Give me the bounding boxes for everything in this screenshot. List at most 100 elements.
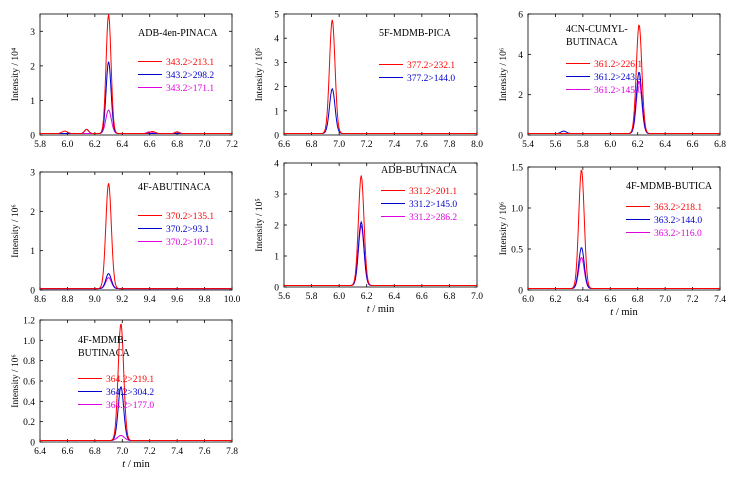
series-trace [40, 273, 232, 290]
x-tick-label: 6.8 [306, 140, 318, 150]
x-tick-label: 7.4 [714, 295, 726, 305]
series-trace [528, 256, 720, 290]
series-trace [284, 220, 477, 287]
x-tick-label: 7.2 [361, 140, 373, 150]
series-trace [40, 183, 232, 290]
x-tick-label: 6.6 [144, 140, 156, 150]
legend-label: 377.2>232.1 [407, 61, 455, 71]
x-tick-label: 6.4 [577, 295, 589, 305]
y-tick-label: 5 [274, 11, 279, 21]
series-trace [528, 24, 720, 135]
series-trace [284, 175, 477, 287]
x-tick-label: 5.6 [549, 140, 561, 150]
x-tick-label: 8.6 [34, 295, 46, 305]
y-tick-label: 0 [30, 132, 35, 142]
compound-title: ADB-4en-PINACA [138, 28, 218, 39]
legend-label: 361.2>226.1 [594, 60, 642, 70]
x-tick-label: 7.2 [687, 295, 699, 305]
y-tick-label: 2 [274, 222, 279, 232]
legend-label: 331.2>201.1 [409, 187, 457, 197]
x-tick-label: 6.0 [604, 140, 616, 150]
x-tick-label: 9.2 [116, 295, 128, 305]
x-tick-label: 6.8 [632, 295, 644, 305]
legend-label: 370.2>93.1 [166, 225, 210, 235]
x-tick-label: 7.8 [226, 447, 238, 457]
plot-frame [283, 13, 478, 136]
plot-frame [527, 13, 721, 136]
y-tick-label: 0 [518, 132, 523, 142]
y-tick-label: 0.6 [23, 378, 35, 388]
y-tick-label: 2 [30, 208, 35, 218]
series-trace [40, 323, 232, 442]
y-axis-label: Intensity / 10⁶ [499, 202, 509, 255]
x-tick-label: 6.8 [171, 140, 183, 150]
plot-frame [39, 171, 233, 291]
compound-title: 4CN-CUMYL- [566, 24, 628, 35]
x-tick-label: 7.4 [388, 140, 400, 150]
chart-panel-1: 5.8 6.0 6.2 6.4 6.6 6.8 7.0 7.2 0 1 2 3 Intensity / … [11, 13, 238, 150]
legend-label: 331.2>145.0 [409, 200, 457, 210]
x-tick-label: 7.0 [471, 292, 483, 302]
x-tick-label: 6.8 [714, 140, 726, 150]
y-tick-label: 2 [30, 62, 35, 72]
chart-panel-2: 6.6 6.8 7.0 7.2 7.4 7.6 7.8 8.0 0 1 2 3 4 5 Intensity … [255, 11, 483, 151]
legend-label: 361.2>145.0 [594, 86, 642, 96]
legend-label: 363.2>116.0 [654, 229, 702, 239]
x-tick-label: 7.6 [416, 140, 428, 150]
x-axis-label: t / min [367, 304, 395, 315]
y-tick-label: 2 [518, 91, 523, 101]
series-trace [40, 277, 232, 290]
series-trace [284, 87, 477, 135]
y-axis-label: Intensity / 10⁶ [11, 204, 21, 257]
x-tick-label: 7.0 [333, 140, 345, 150]
plot-frame [527, 166, 721, 291]
x-tick-label: 6.8 [443, 292, 455, 302]
x-tick-label: 9.0 [89, 295, 101, 305]
y-tick-label: 3 [30, 28, 35, 38]
legend-label: 343.2>171.1 [166, 84, 214, 94]
y-tick-label: 1 [30, 97, 35, 107]
x-tick-label: 6.4 [659, 140, 671, 150]
y-tick-label: 0.4 [23, 398, 35, 408]
chart-panel-3: 5.4 5.6 5.8 6.0 6.2 6.4 6.6 6.8 0 2 4 6 Intensity / … [499, 11, 726, 151]
x-tick-label: 6.4 [34, 447, 46, 457]
x-tick-label: 7.2 [144, 447, 156, 457]
compound-title: ADB-BUTINACA [381, 165, 458, 176]
x-tick-label: 6.2 [632, 140, 644, 150]
x-tick-label: 5.6 [278, 292, 290, 302]
y-tick-label: 0 [274, 132, 279, 142]
y-tick-label: 0 [30, 287, 35, 297]
x-tick-label: 6.4 [116, 140, 128, 150]
y-tick-label: 0.8 [23, 357, 35, 367]
y-tick-label: 4 [274, 35, 279, 45]
x-tick-label: 6.8 [89, 447, 101, 457]
y-tick-label: 1 [274, 253, 279, 263]
x-tick-label: 9.6 [171, 295, 183, 305]
y-tick-label: 1.5 [511, 164, 523, 174]
y-axis-label: Intensity / 10⁶ [499, 48, 509, 101]
x-axis-label: t / min [610, 307, 638, 318]
x-tick-label: 7.8 [443, 140, 455, 150]
y-tick-label: 6 [518, 11, 523, 21]
chart-panel-7: 6.4 6.6 6.8 7.0 7.2 7.4 7.6 7.8 0 0.2 0.4 0.6 0.8 1.0… [11, 317, 238, 471]
compound-title: 4F-MDMB-BUTICA [626, 181, 713, 192]
x-tick-label: 7.6 [199, 447, 211, 457]
y-axis-label: Intensity / 10⁵ [255, 198, 265, 251]
series-trace [284, 19, 477, 135]
x-tick-label: 5.8 [34, 140, 46, 150]
y-tick-label: 1.0 [511, 205, 523, 215]
series-trace [40, 14, 232, 135]
legend-label: 364.2>219.1 [106, 375, 154, 385]
series-trace [40, 109, 232, 135]
x-tick-label: 8.0 [471, 140, 483, 150]
x-tick-label: 6.2 [89, 140, 101, 150]
y-axis-label: Intensity / 10⁵ [255, 48, 265, 101]
compound-title: 4F-MDMB- [78, 335, 127, 346]
y-axis-label: Intensity / 10⁴ [11, 47, 21, 101]
y-tick-label: 1 [30, 247, 35, 257]
y-tick-label: 2 [274, 83, 279, 93]
y-tick-label: 0 [274, 284, 279, 294]
legend-label: 370.2>107.1 [166, 238, 214, 248]
